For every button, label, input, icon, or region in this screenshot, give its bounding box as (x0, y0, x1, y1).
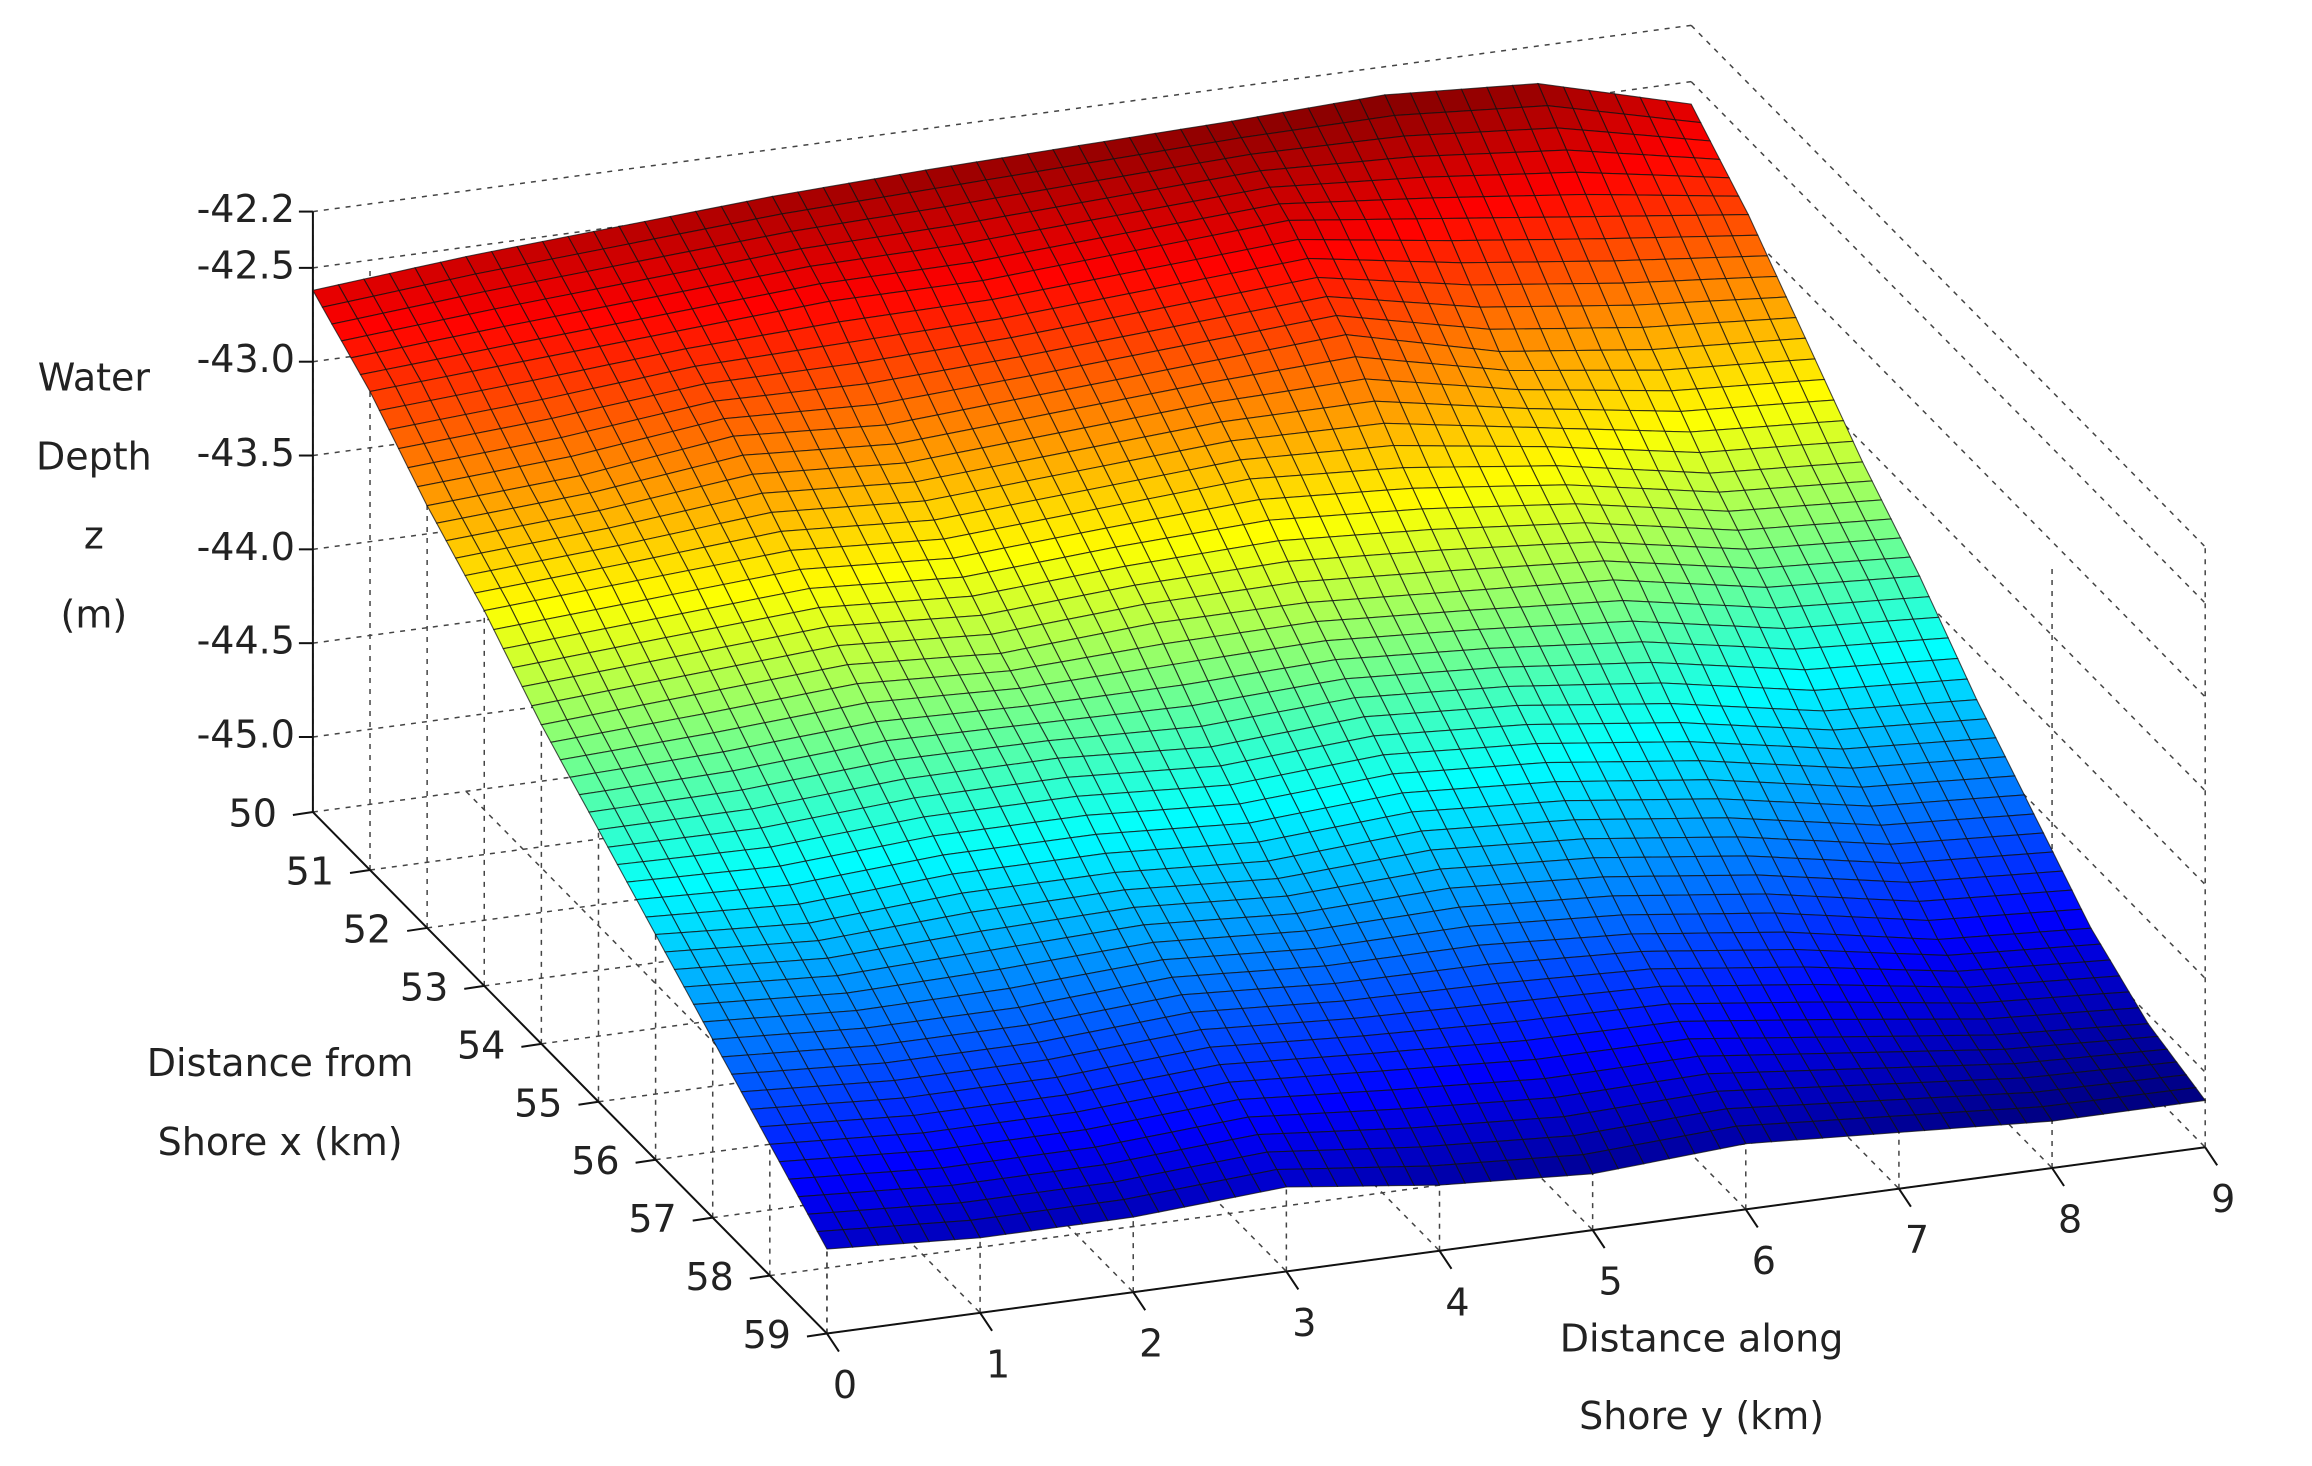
tick-mark (1285, 1270, 1300, 1291)
tick-mark (2051, 1167, 2065, 1187)
tick-mark (1438, 1250, 1453, 1270)
grid-line (312, 24, 1692, 213)
y-tick-label: 5 (1599, 1260, 1623, 1304)
x-tick-label: 54 (457, 1023, 505, 1067)
tick-mark (749, 1274, 770, 1280)
tick-mark (578, 1100, 599, 1106)
tick-mark (806, 1332, 828, 1338)
tick-mark (635, 1158, 656, 1164)
x-tick-label: 53 (400, 965, 448, 1009)
y-axis (826, 1146, 2206, 1335)
x-axis-label: Shore x (km) (158, 1120, 403, 1164)
grid-line (1690, 24, 2206, 548)
grid-line (1690, 174, 2206, 698)
tick-mark (521, 1042, 542, 1048)
z-axis-label: z (84, 513, 104, 557)
z-tick-label: -45.0 (197, 712, 295, 756)
z-axis-label: Water (38, 355, 151, 399)
y-tick-label: 4 (1445, 1280, 1469, 1324)
tick-mark (1591, 1229, 1606, 1249)
y-tick-label: 6 (1752, 1239, 1776, 1283)
y-tick-label: 8 (2058, 1197, 2082, 1241)
z-tick-label: -44.0 (197, 525, 295, 569)
x-tick-label: 58 (685, 1255, 733, 1299)
tick-mark (826, 1332, 840, 1353)
y-tick-label: 3 (1292, 1301, 1316, 1345)
tick-mark (349, 869, 371, 874)
y-axis-label: Distance along (1560, 1317, 1844, 1361)
tick-mark (292, 811, 314, 817)
x-tick-label: 52 (343, 907, 391, 951)
tick-mark (1898, 1188, 1912, 1208)
tick-mark (1744, 1208, 1759, 1228)
z-tick-label: -42.5 (197, 243, 295, 287)
x-axis (312, 811, 828, 1335)
y-tick-label: 7 (1905, 1218, 1929, 1262)
z-axis-label: (m) (61, 592, 128, 636)
y-axis-label: Shore y (km) (1579, 1394, 1824, 1438)
y-tick-label: 0 (833, 1363, 857, 1407)
x-tick-label: 56 (571, 1139, 619, 1183)
z-tick-label: -43.5 (197, 431, 295, 475)
y-tick-label: 1 (986, 1342, 1010, 1386)
z-axis-label: Depth (36, 434, 152, 478)
y-tick-label: 9 (2211, 1177, 2235, 1221)
tick-mark (1132, 1291, 1147, 1311)
x-tick-label: 55 (514, 1081, 562, 1125)
x-tick-label: 50 (229, 792, 277, 836)
x-axis-label: Distance from (147, 1041, 414, 1085)
x-tick-label: 51 (286, 849, 334, 893)
z-tick-label: -43.0 (197, 337, 295, 381)
tick-mark (464, 984, 485, 990)
y-tick-label: 2 (1139, 1322, 1163, 1366)
z-tick-label: -42.2 (197, 187, 295, 231)
x-tick-label: 59 (743, 1313, 791, 1357)
x-tick-label: 57 (628, 1197, 676, 1241)
surface-patch (816, 1229, 854, 1250)
tick-mark (692, 1216, 713, 1222)
grid-line (1690, 81, 2206, 604)
tick-mark (406, 926, 428, 932)
tick-mark (2204, 1146, 2219, 1166)
z-tick-label: -44.5 (197, 619, 295, 663)
tick-mark (979, 1312, 993, 1332)
